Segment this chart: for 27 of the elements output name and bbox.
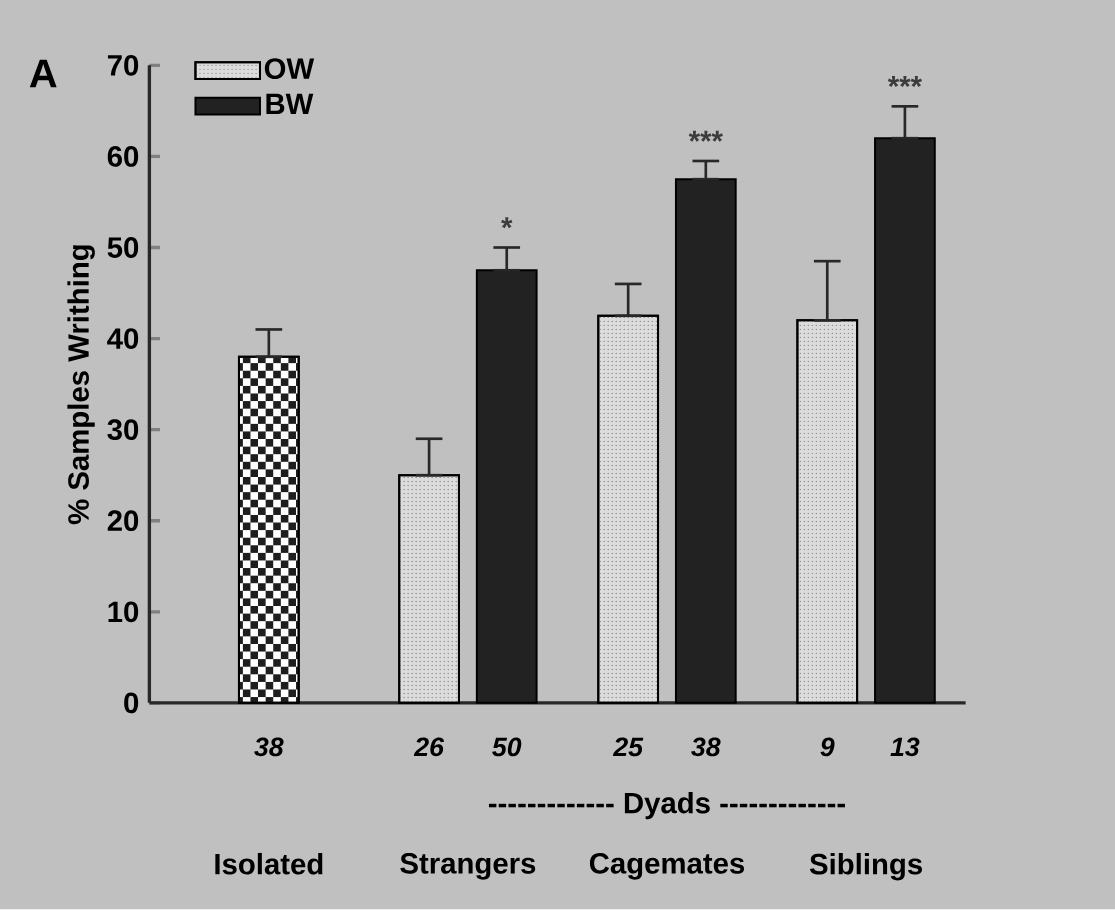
x-tick-label: Isolated <box>215 853 323 875</box>
legend-label: BW <box>266 93 314 115</box>
y-tick-label: 0 <box>124 692 139 714</box>
annotation: *** <box>688 130 723 142</box>
y-tick-label: 70 <box>107 55 139 76</box>
x-tick-label: Strangers <box>400 853 536 880</box>
annotation: * <box>501 217 513 229</box>
y-tick-label: 60 <box>107 146 139 168</box>
legend-label: OW <box>264 58 315 80</box>
y-tick-label: 40 <box>107 328 139 350</box>
y-tick-label: 30 <box>107 419 139 441</box>
text: 38 <box>691 737 721 757</box>
text: 9 <box>820 737 835 757</box>
text: ------------- Dyads ------------- <box>488 792 845 820</box>
text: 50 <box>492 737 522 757</box>
text: 25 <box>612 737 644 757</box>
text: 13 <box>890 737 920 757</box>
text: 38 <box>254 737 284 757</box>
annotation: *** <box>887 76 922 88</box>
y-tick-label: 20 <box>107 510 139 532</box>
x-tick-label: Cagemates <box>589 853 745 880</box>
text: A <box>29 59 57 88</box>
text: 26 <box>413 737 445 757</box>
y-axis-title: % Samples Writhing <box>67 245 95 525</box>
y-tick-label: 10 <box>108 601 139 623</box>
x-tick-label: Siblings <box>809 853 922 881</box>
y-tick-label: 50 <box>107 237 139 259</box>
